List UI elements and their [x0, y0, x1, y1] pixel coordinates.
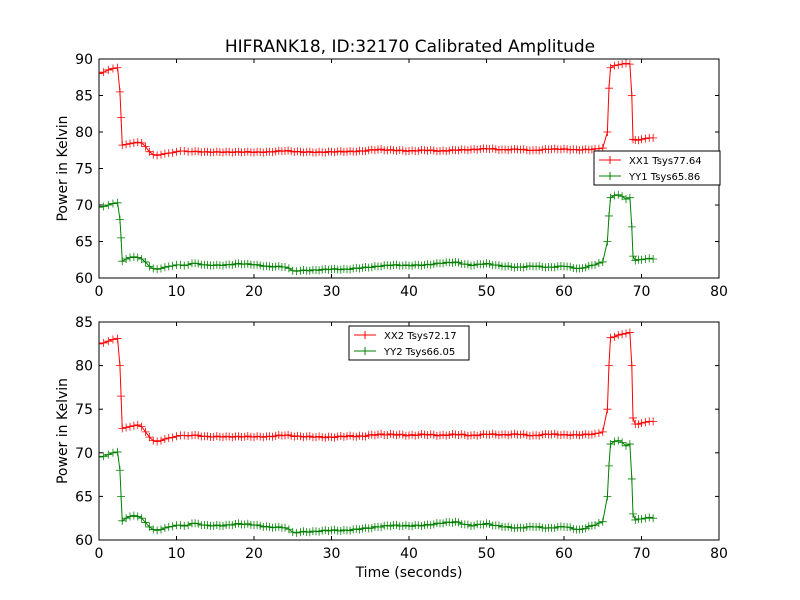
y-axis-label: Power in Kelvin	[55, 378, 71, 484]
series-markers	[99, 436, 658, 537]
x-tick-label: 70	[633, 546, 651, 562]
x-tick-label: 70	[633, 284, 651, 300]
x-tick-label: 10	[168, 546, 186, 562]
series-2	[99, 190, 658, 276]
x-tick-label: 10	[168, 284, 186, 300]
y-tick-label: 70	[75, 198, 93, 214]
series-markers	[99, 190, 658, 276]
y-tick-label: 75	[75, 402, 93, 418]
x-tick-label: 40	[400, 284, 418, 300]
series-2	[99, 436, 658, 537]
x-tick-label: 0	[95, 546, 104, 562]
legend-label: XX1 Tsys77.64	[629, 156, 702, 167]
y-tick-label: 75	[75, 162, 93, 178]
x-tick-label: 30	[323, 546, 341, 562]
y-tick-label: 80	[75, 359, 93, 375]
y-tick-label: 65	[75, 489, 93, 505]
legend-label: XX2 Tsys72.17	[384, 331, 457, 342]
series-1	[99, 59, 658, 160]
legend-box	[593, 150, 721, 186]
y-tick-label: 60	[75, 271, 93, 287]
chart-title: HIFRANK18, ID:32170 Calibrated Amplitude	[225, 37, 595, 57]
x-axis-label: Time (seconds)	[355, 565, 463, 581]
y-axis-label: Power in Kelvin	[55, 115, 71, 221]
x-tick-label: 80	[710, 546, 728, 562]
series-line	[99, 194, 654, 272]
y-tick-label: 90	[75, 52, 93, 68]
y-tick-label: 85	[75, 315, 93, 331]
legend-box	[348, 325, 470, 361]
series-line	[99, 62, 654, 156]
y-tick-label: 80	[75, 125, 93, 141]
y-tick-label: 85	[75, 89, 93, 105]
legend-label: YY1 Tsys65.86	[628, 172, 700, 183]
legend: XX1 Tsys77.64 YY1 Tsys65.86	[593, 150, 721, 186]
series-markers	[99, 328, 658, 446]
y-tick-label: 65	[75, 235, 93, 251]
bottom-panel: 0 10 20 30 40 50 60 70 80 60 65 70 75 80 85 Power in Ke…	[55, 315, 728, 581]
legend: XX2 Tsys72.17 YY2 Tsys66.05	[348, 325, 470, 361]
series-line	[99, 440, 654, 534]
x-tick-label: 20	[245, 284, 263, 300]
series-markers	[99, 59, 658, 160]
legend-label: YY2 Tsys66.05	[383, 347, 455, 358]
x-tick-label: 50	[478, 284, 496, 300]
x-tick-label: 80	[710, 284, 728, 300]
x-tick-label: 60	[555, 284, 573, 300]
y-tick-label: 60	[75, 533, 93, 549]
y-tick-label: 70	[75, 446, 93, 462]
x-tick-label: 60	[555, 546, 573, 562]
x-tick-label: 30	[323, 284, 341, 300]
top-panel: 0 10 20 30 40 50 60 70 80 60 65 70 75 80 85 90 Power in …	[55, 52, 728, 300]
x-tick-label: 0	[95, 284, 104, 300]
series-1	[99, 328, 658, 446]
x-tick-label: 50	[478, 546, 496, 562]
x-tick-label: 40	[400, 546, 418, 562]
x-tick-label: 20	[245, 546, 263, 562]
